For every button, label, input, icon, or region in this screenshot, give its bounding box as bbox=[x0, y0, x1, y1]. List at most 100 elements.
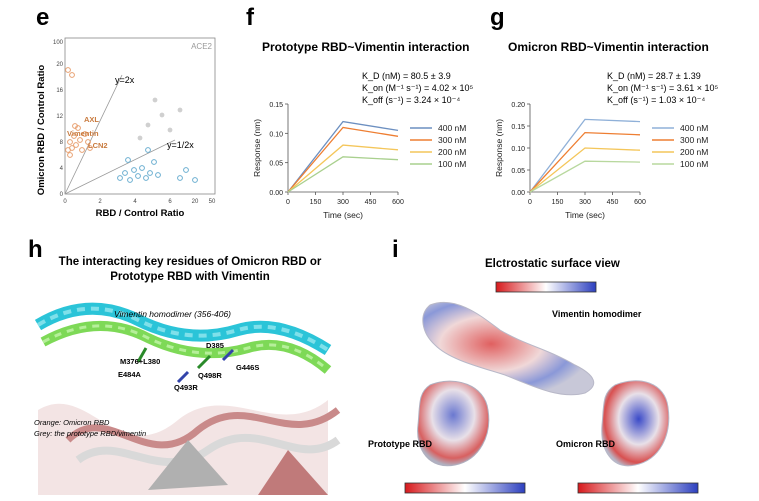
sensorgram-f: 0.00 0.05 0.10 0.15 0 150 300 450 600 Time (sec) R… bbox=[252, 102, 466, 220]
svg-text:0: 0 bbox=[63, 199, 67, 205]
y-tick-label: 0.15 bbox=[269, 102, 283, 109]
residue-g446s: G446S bbox=[236, 363, 259, 372]
kd-value: K_D (nM) = 80.5 ± 3.9 bbox=[362, 71, 451, 81]
scatter-plot-e: Omicron RBD / Control Ratio ACE2 y=2x y=… bbox=[36, 37, 216, 219]
series-line bbox=[529, 131, 641, 193]
svg-text:16: 16 bbox=[56, 88, 63, 94]
label-vimentin: Vimentin bbox=[67, 129, 99, 138]
residue-e484a: E484A bbox=[118, 370, 142, 379]
panel-label-h: h bbox=[28, 236, 43, 263]
legend-orange: Orange: Omicron RBD bbox=[34, 418, 110, 427]
label-omicron: Omicron RBD bbox=[556, 439, 616, 449]
x-tick-label: 600 bbox=[634, 199, 646, 206]
svg-text:20: 20 bbox=[56, 62, 63, 68]
residue-m376: M376+L380 bbox=[120, 357, 160, 366]
kon-value: K_on (M⁻¹ s⁻¹) = 3.61 × 10⁵ bbox=[607, 83, 719, 93]
x-axis-label: Time (sec) bbox=[565, 210, 605, 220]
blue-points bbox=[117, 147, 198, 183]
x-tick-label: 0 bbox=[286, 199, 290, 206]
series-line bbox=[529, 147, 641, 193]
x-tick-label: 300 bbox=[579, 199, 591, 206]
x-tick-label: 150 bbox=[310, 199, 322, 206]
y-tick-label: 0.05 bbox=[511, 168, 525, 175]
svg-text:12: 12 bbox=[56, 114, 63, 120]
svg-text:20: 20 bbox=[192, 199, 199, 205]
panel-label-i: i bbox=[392, 236, 399, 263]
y-tick-label: 0.00 bbox=[511, 190, 525, 197]
x-tick-label: 450 bbox=[607, 199, 619, 206]
legend-entry: 100 nM bbox=[438, 159, 466, 169]
panel-g-kinetics: K_D (nM) = 28.7 ± 1.39 K_on (M⁻¹ s⁻¹) = … bbox=[607, 70, 718, 106]
helix-label: Vimentin homodimer (356-406) bbox=[114, 309, 231, 319]
scatter-xlabel: RBD / Control Ratio bbox=[96, 208, 185, 219]
panel-label-g: g bbox=[490, 4, 505, 31]
legend-entry: 100 nM bbox=[680, 159, 708, 169]
electrostatic-image-i: Vimentin homodimer Prototype RBD Omicron… bbox=[368, 281, 699, 494]
y-tick-label: 0.10 bbox=[269, 131, 283, 138]
series-line bbox=[287, 126, 399, 193]
vimentin-surface bbox=[422, 301, 595, 396]
legend-entry: 400 nM bbox=[680, 123, 708, 133]
series-line bbox=[287, 144, 399, 193]
colorbar-top bbox=[495, 281, 597, 293]
kon-value: K_on (M⁻¹ s⁻¹) = 4.02 × 10⁵ bbox=[362, 83, 474, 93]
legend-grey: Grey: the prototype RBD/vimentin bbox=[34, 429, 146, 438]
legend-entry: 400 nM bbox=[438, 123, 466, 133]
series-line bbox=[529, 160, 641, 193]
kd-value: K_D (nM) = 28.7 ± 1.39 bbox=[607, 71, 701, 81]
series-line bbox=[529, 118, 641, 193]
x-tick-label: 300 bbox=[337, 199, 349, 206]
series-line bbox=[287, 156, 399, 193]
vimentin-helix bbox=[34, 302, 332, 374]
y-tick-label: 0.15 bbox=[511, 124, 525, 131]
x-tick-label: 150 bbox=[552, 199, 564, 206]
panel-i-title: Elctrostatic surface view bbox=[485, 258, 620, 270]
svg-text:8: 8 bbox=[60, 140, 64, 146]
svg-text:6: 6 bbox=[168, 199, 172, 205]
panel-label-e: e bbox=[36, 4, 50, 31]
svg-text:4: 4 bbox=[133, 199, 137, 205]
koff-value: K_off (s⁻¹) = 1.03 × 10⁻⁴ bbox=[607, 95, 706, 105]
line-y2x bbox=[64, 74, 123, 195]
residue-q493r: Q493R bbox=[174, 383, 198, 392]
legend-entry: 200 nM bbox=[438, 147, 466, 157]
svg-text:50: 50 bbox=[209, 199, 216, 205]
residue-d385: D385 bbox=[206, 341, 224, 350]
panel-h-title: The interacting key residues of Omicron … bbox=[58, 256, 322, 283]
svg-text:4: 4 bbox=[60, 166, 64, 172]
x-tick-label: 600 bbox=[392, 199, 404, 206]
legend-entry: 300 nM bbox=[438, 135, 466, 145]
sensorgram-g: 0.00 0.05 0.10 0.15 0.20 0 150 300 450 600 Time (s… bbox=[494, 102, 708, 220]
x-axis-label: Time (sec) bbox=[323, 210, 363, 220]
y-tick-label: 0.05 bbox=[269, 161, 283, 168]
omicron-surface bbox=[601, 380, 670, 467]
scatter-corner-label: ACE2 bbox=[191, 42, 212, 51]
structure-image-h: Vimentin homodimer (356-406) D385 M376+L… bbox=[28, 290, 346, 495]
line-yhalfx bbox=[64, 139, 176, 195]
y-axis-label: Response (nm) bbox=[252, 119, 262, 177]
grey-points bbox=[137, 97, 183, 141]
svg-text:0: 0 bbox=[60, 192, 64, 198]
residue-q498r: Q498R bbox=[198, 371, 222, 380]
label-lcn2: LCN2 bbox=[88, 141, 108, 150]
panel-f-kinetics: K_D (nM) = 80.5 ± 3.9 K_on (M⁻¹ s⁻¹) = 4… bbox=[362, 70, 473, 106]
y-tick-label: 0.20 bbox=[511, 102, 525, 109]
colorbar-bottom-right bbox=[577, 482, 699, 494]
panel-f-title: Prototype RBD~Vimentin interaction bbox=[262, 40, 470, 54]
scatter-ylabel: Omicron RBD / Control Ratio bbox=[36, 65, 47, 196]
y-tick-label: 0.00 bbox=[269, 190, 283, 197]
svg-text:100: 100 bbox=[53, 40, 64, 46]
colorbar-bottom-left bbox=[404, 482, 526, 494]
prototype-surface bbox=[417, 380, 490, 467]
series-line bbox=[287, 120, 399, 193]
orange-points bbox=[65, 67, 93, 158]
x-tick-label: 0 bbox=[528, 199, 532, 206]
label-vimentin-surface: Vimentin homodimer bbox=[552, 309, 642, 319]
legend-entry: 200 nM bbox=[680, 147, 708, 157]
y-tick-label: 0.10 bbox=[511, 146, 525, 153]
label-axl: AXL bbox=[84, 115, 99, 124]
svg-text:2: 2 bbox=[98, 199, 102, 205]
label-prototype: Prototype RBD bbox=[368, 439, 433, 449]
panel-g-title: Omicron RBD~Vimentin interaction bbox=[508, 40, 709, 54]
label-yhalfx: y=1/2x bbox=[167, 140, 194, 150]
